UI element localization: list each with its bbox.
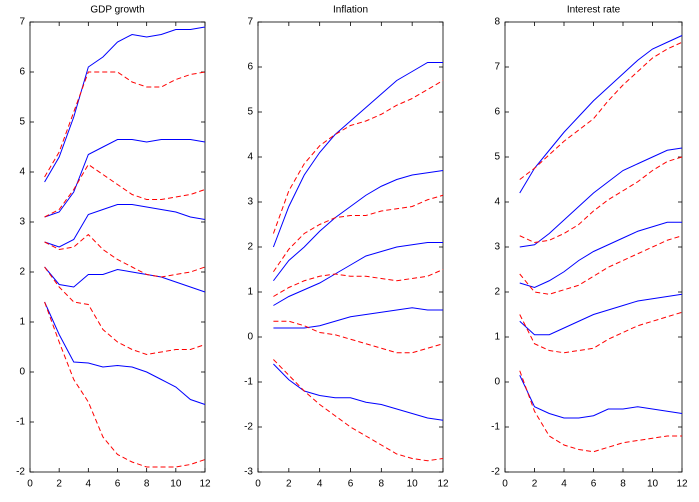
series-line [273,363,444,421]
plot-frame [257,21,444,473]
x-tick-label: 4 [317,479,323,490]
series-line [44,301,206,405]
y-tick-label: 3 [247,197,253,208]
y-tick-label: -1 [244,377,253,388]
series-line [273,242,443,306]
plot-frame [29,21,206,473]
x-tick-label: 10 [407,479,419,490]
x-tick-label: 2 [286,479,292,490]
series-line [273,359,444,462]
x-tick-label: 0 [502,479,508,490]
series-line [44,26,206,183]
series-line [519,370,682,453]
x-tick-label: 2 [56,479,62,490]
series-line [519,35,683,194]
y-tick-label: 7 [19,17,25,28]
series-line [519,293,683,336]
series-line [519,41,683,180]
y-tick-label: 8 [494,17,500,28]
x-tick-label: 2 [532,479,538,490]
y-tick-label: 2 [19,267,25,278]
series-line [273,194,444,273]
y-tick-label: 6 [247,62,253,73]
series-line [519,235,683,295]
x-tick-label: 12 [199,479,211,490]
panel-title: Interest rate [567,5,621,16]
y-tick-label: 0 [494,377,500,388]
x-tick-label: 10 [647,479,659,490]
series-line [272,80,444,234]
y-tick-label: -2 [244,422,253,433]
y-tick-label: -3 [244,467,253,478]
y-tick-label: 4 [494,197,500,208]
y-tick-label: 3 [19,217,25,228]
series-line [44,71,206,178]
series-line [272,62,443,248]
x-tick-label: 12 [437,479,449,490]
panel-title: GDP growth [90,5,144,16]
panel-title: Inflation [333,5,368,16]
series-line [44,301,206,468]
series-line [519,311,683,354]
y-tick-label: 6 [19,67,25,78]
series-line [44,266,206,293]
series-line [273,307,443,329]
x-tick-label: 0 [255,479,261,490]
y-tick-label: 6 [494,107,500,118]
series-line [44,139,206,218]
y-tick-label: 2 [494,287,500,298]
series-line [273,170,444,282]
y-tick-label: 4 [19,167,25,178]
x-tick-label: 6 [591,479,597,490]
x-tick-label: 8 [620,479,626,490]
y-tick-label: -1 [16,417,25,428]
y-tick-label: -2 [491,467,500,478]
series-line [273,320,444,354]
series-line [519,375,683,419]
y-tick-label: -1 [491,422,500,433]
y-tick-label: 5 [494,152,500,163]
x-tick-label: 4 [86,479,92,490]
y-tick-label: 1 [494,332,500,343]
x-tick-label: 6 [348,479,354,490]
x-tick-label: 8 [379,479,385,490]
y-tick-label: 1 [19,317,25,328]
series-line [44,204,206,248]
y-tick-label: 7 [247,17,253,28]
x-tick-label: 8 [144,479,150,490]
y-tick-label: 1 [247,287,253,298]
x-tick-label: 6 [115,479,121,490]
y-tick-label: 0 [19,367,25,378]
series-line [273,269,444,297]
y-tick-label: 0 [247,332,253,343]
x-tick-label: 4 [561,479,567,490]
x-tick-label: 12 [676,479,688,490]
y-tick-label: 7 [494,62,500,73]
x-tick-label: 10 [170,479,182,490]
y-tick-label: 5 [247,107,253,118]
series-line [44,233,206,278]
series-line [519,221,682,289]
y-tick-label: 4 [247,152,253,163]
series-line [44,163,206,218]
series-line [44,266,206,356]
y-tick-label: 2 [247,242,253,253]
series-line [519,147,683,248]
y-tick-label: -2 [16,467,25,478]
y-tick-label: 5 [19,117,25,128]
y-tick-label: 3 [494,242,500,253]
x-tick-label: 0 [27,479,33,490]
series-line [519,156,683,244]
